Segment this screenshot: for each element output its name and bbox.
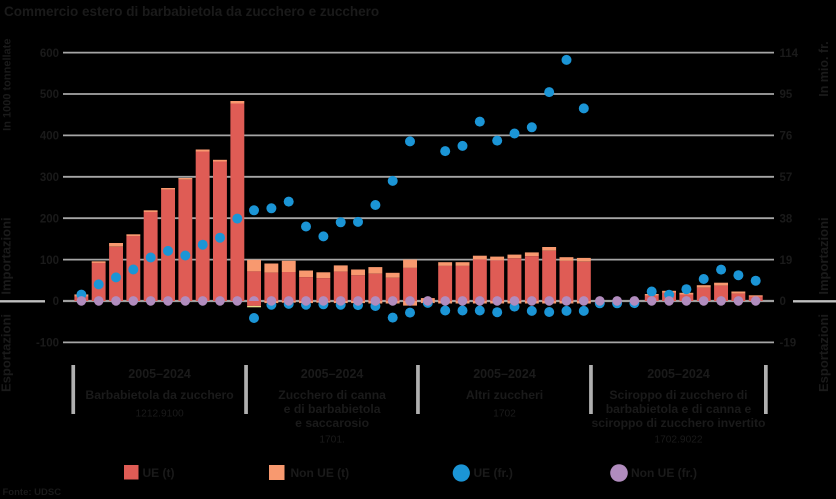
svg-text:2005–2024: 2005–2024 xyxy=(473,367,536,381)
svg-text:e saccarosio: e saccarosio xyxy=(295,416,369,430)
svg-text:500: 500 xyxy=(40,89,59,101)
svg-text:200: 200 xyxy=(40,213,59,225)
svg-text:Sciroppo di zucchero di: Sciroppo di zucchero di xyxy=(609,388,747,402)
svg-text:38: 38 xyxy=(780,213,793,225)
svg-text:76: 76 xyxy=(780,131,793,143)
svg-text:57: 57 xyxy=(780,172,793,184)
svg-text:0: 0 xyxy=(780,296,786,308)
svg-text:Fonte: UDSC: Fonte: UDSC xyxy=(3,487,62,498)
svg-text:1701.: 1701. xyxy=(319,435,345,446)
svg-text:Importazioni: Importazioni xyxy=(0,217,14,294)
svg-text:Zucchero di canna: Zucchero di canna xyxy=(278,388,386,402)
svg-text:-19: -19 xyxy=(780,338,797,350)
svg-text:1702: 1702 xyxy=(493,409,516,420)
svg-text:Non UE (t): Non UE (t) xyxy=(291,466,350,480)
svg-text:Barbabietola da zucchero: Barbabietola da zucchero xyxy=(85,388,233,402)
svg-text:1212.9100: 1212.9100 xyxy=(136,409,184,420)
svg-text:0: 0 xyxy=(53,296,59,308)
svg-text:-100: -100 xyxy=(36,338,59,350)
svg-text:600: 600 xyxy=(40,48,59,60)
svg-text:Importazioni: Importazioni xyxy=(816,217,831,294)
svg-text:barbabietola e di canna e: barbabietola e di canna e xyxy=(606,402,752,416)
svg-text:2005–2024: 2005–2024 xyxy=(301,367,364,381)
svg-text:300: 300 xyxy=(40,172,59,184)
svg-text:e di barbabietola: e di barbabietola xyxy=(284,402,381,416)
svg-text:In mio. fr.: In mio. fr. xyxy=(817,41,831,97)
svg-text:400: 400 xyxy=(40,131,59,143)
svg-text:Altri zuccheri: Altri zuccheri xyxy=(466,388,543,402)
svg-text:100: 100 xyxy=(40,255,59,267)
svg-text:114: 114 xyxy=(780,48,799,60)
svg-text:1702.9022: 1702.9022 xyxy=(654,435,702,446)
svg-text:UE (t): UE (t) xyxy=(143,466,175,480)
svg-text:19: 19 xyxy=(780,255,793,267)
svg-text:Non UE (fr.): Non UE (fr.) xyxy=(631,466,697,480)
svg-text:95: 95 xyxy=(780,89,793,101)
svg-text:Commercio estero di barbabieto: Commercio estero di barbabietola da zucc… xyxy=(4,4,379,19)
svg-text:2005–2024: 2005–2024 xyxy=(647,367,710,381)
svg-text:Esportazioni: Esportazioni xyxy=(816,314,831,392)
svg-text:Esportazioni: Esportazioni xyxy=(0,314,14,392)
svg-text:2005–2024: 2005–2024 xyxy=(128,367,191,381)
svg-text:sciroppo di zucchero invertito: sciroppo di zucchero invertito xyxy=(591,416,765,430)
svg-text:UE (fr.): UE (fr.) xyxy=(474,466,513,480)
svg-text:In 1000 tonnellate: In 1000 tonnellate xyxy=(2,39,14,131)
